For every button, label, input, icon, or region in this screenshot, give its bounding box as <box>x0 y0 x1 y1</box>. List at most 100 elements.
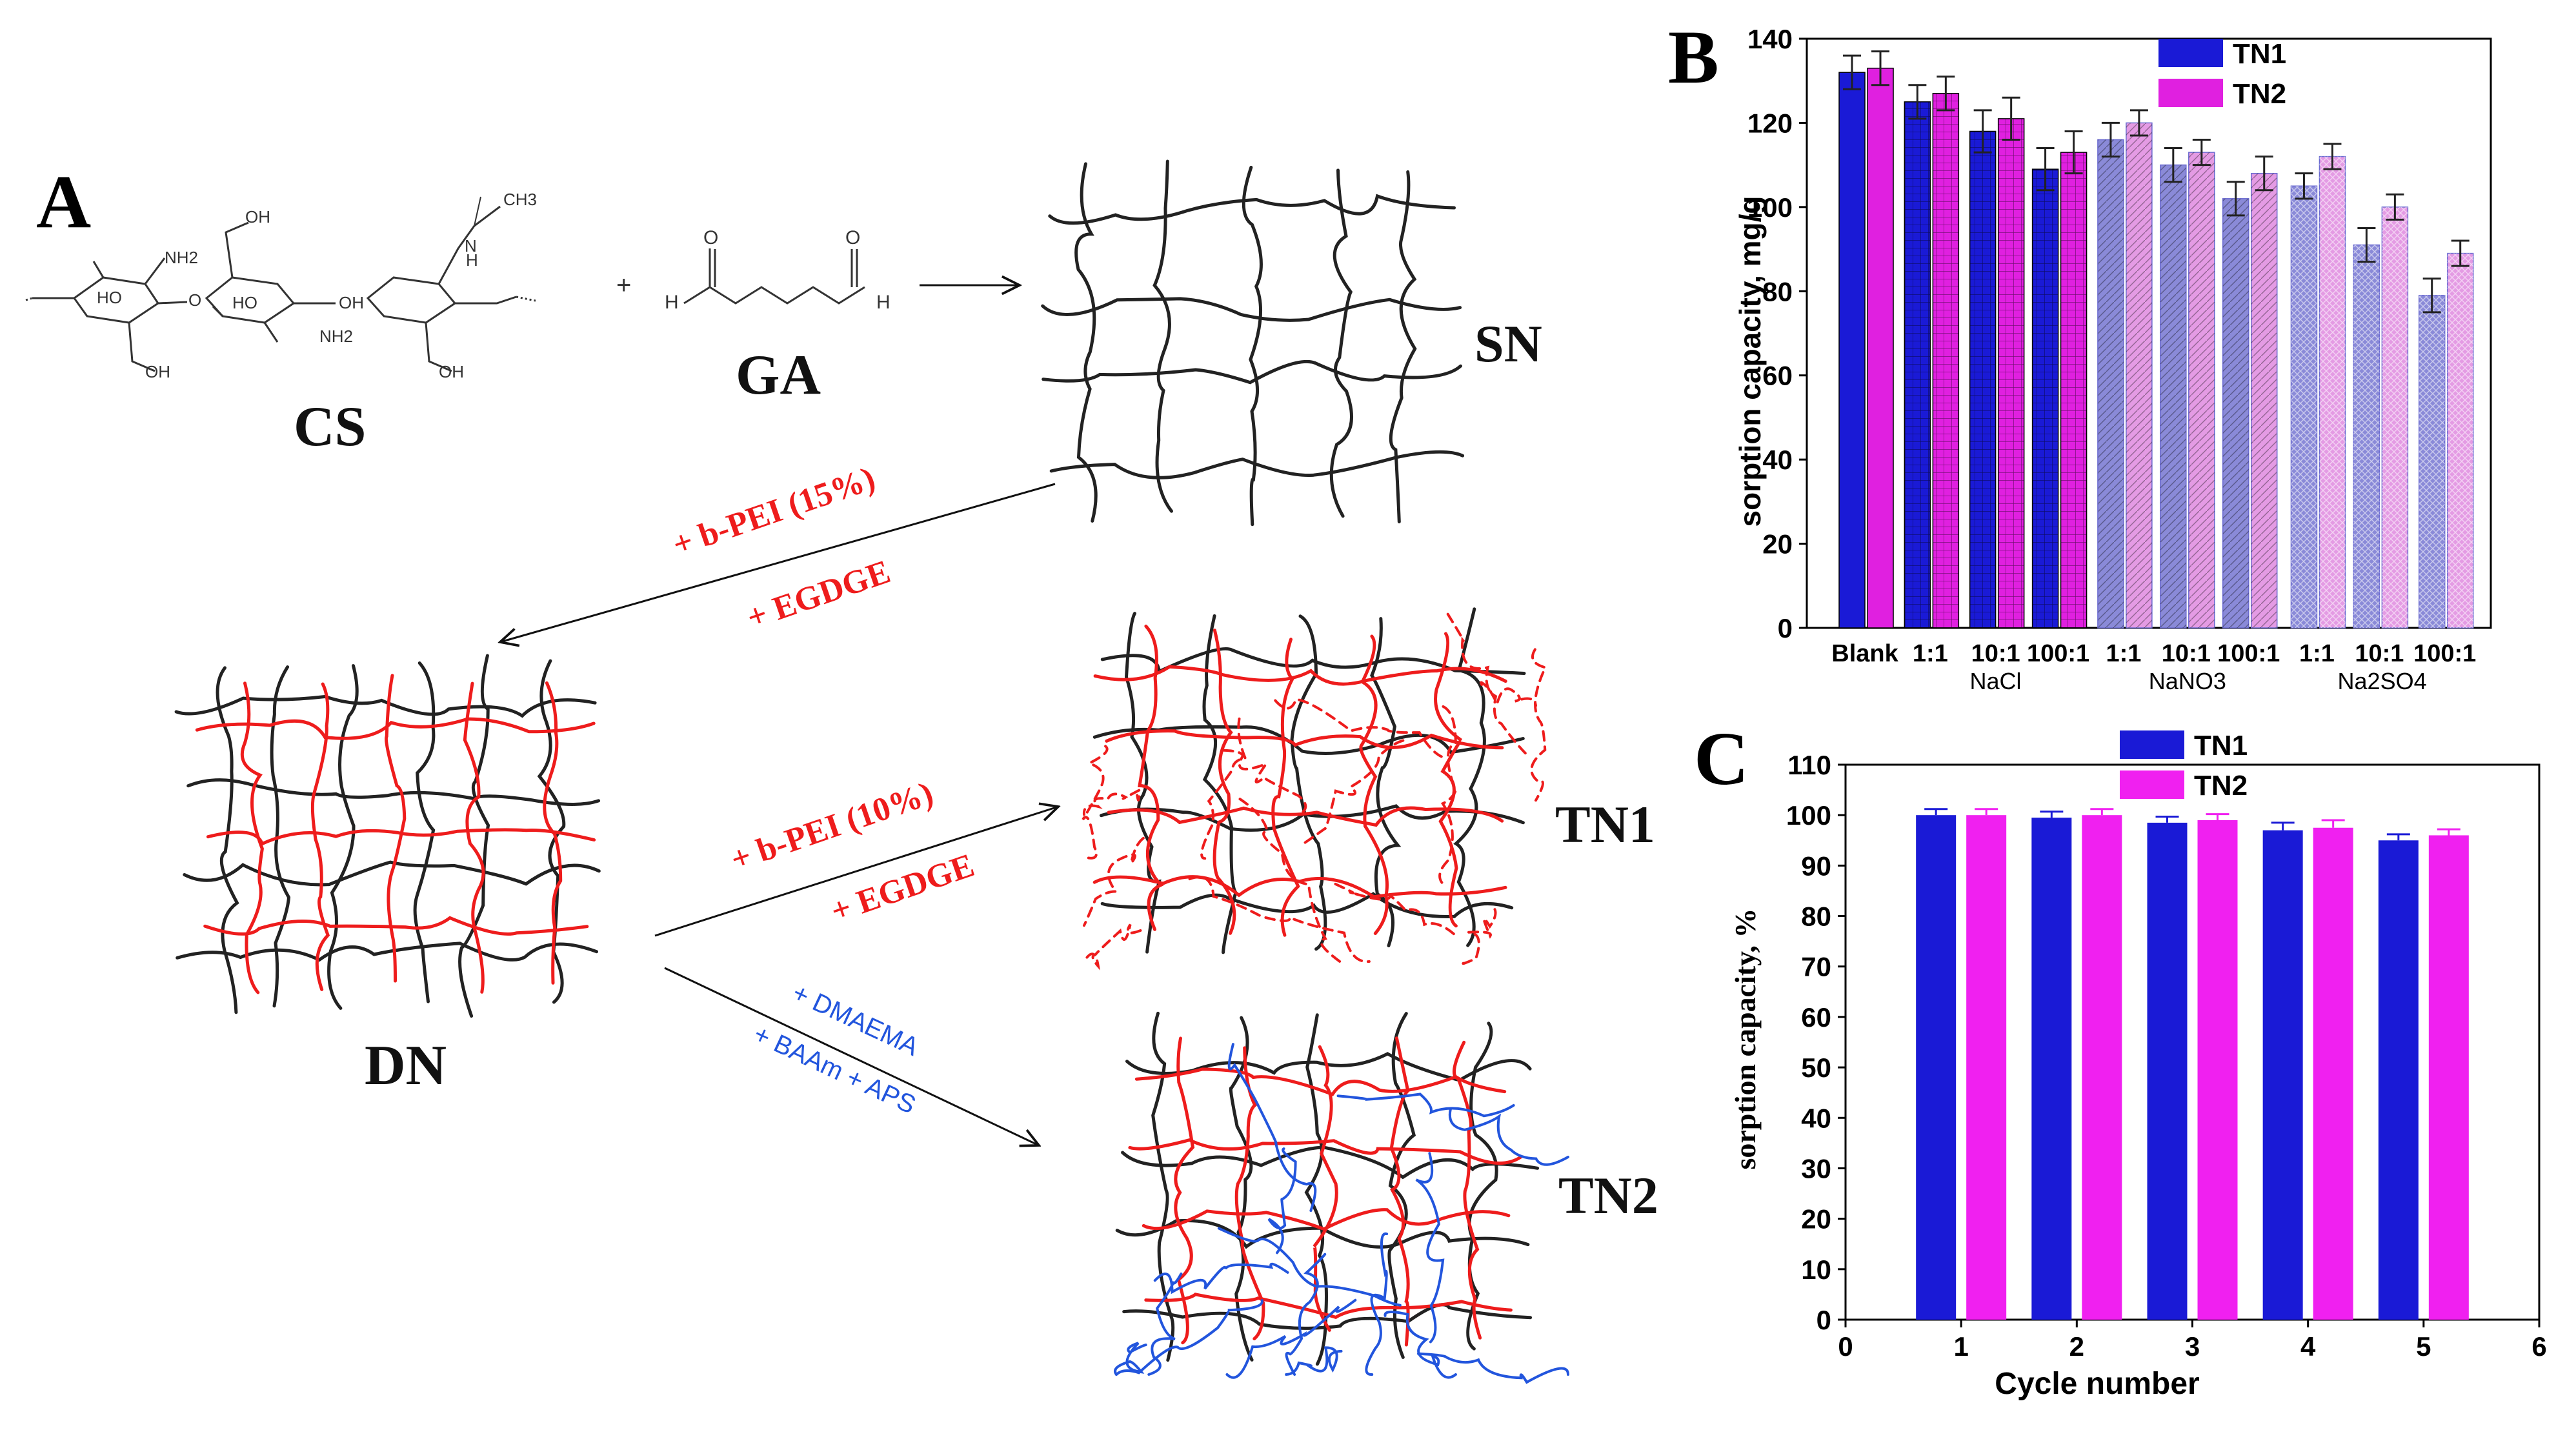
panel-b-xtick-label: 1:1 <box>1913 640 1948 667</box>
panel-c-ytick-label: 80 <box>1801 901 1831 932</box>
tn2-blue-strand <box>1365 1232 1389 1376</box>
sn-strand-v <box>1152 159 1173 513</box>
panel-b-group-label: NaNO3 <box>2149 668 2226 694</box>
dn-red-strand-v <box>463 681 485 994</box>
panel-b-errorbar <box>2064 130 2083 175</box>
dn-red-strand-v <box>310 682 330 991</box>
sn-strand-h <box>1041 359 1462 385</box>
panel-c-legend-swatch-tn1 <box>2120 730 2184 759</box>
chitosan-structure <box>25 196 536 372</box>
sn-strand-v <box>1242 165 1263 527</box>
panel-b-letter: B <box>1668 15 1719 99</box>
panel-b-errorbar <box>1871 50 1890 86</box>
sn-strand-v <box>1329 168 1353 518</box>
tn1-black-strand-v <box>1124 612 1162 954</box>
dn-black-strand-v <box>270 665 291 1008</box>
atom-ho-2: HO <box>232 293 257 312</box>
tn2-blue-strand <box>1147 1273 1183 1376</box>
panel-b-errorbar <box>1843 54 1862 90</box>
panel-c-ytick-label: 60 <box>1801 1002 1831 1032</box>
panel-c-bar-tn2 <box>2313 827 2353 1320</box>
tn2-blue-strand <box>1384 1311 1457 1379</box>
tn2-blue-strand <box>1285 1346 1343 1376</box>
panel-b-ylabel: sorption capacity, mg/g <box>1733 196 1767 527</box>
dn-network-drawing <box>174 654 601 1018</box>
ga-atom-h-left: H <box>665 292 679 313</box>
panel-b-errorbar <box>2192 139 2211 166</box>
tn1-dashed-strand <box>1200 717 1247 860</box>
panel-b-errorbar <box>2386 193 2404 221</box>
panel-b-legend-label-tn1: TN1 <box>2233 38 2286 70</box>
sn-strand-h <box>1049 450 1465 479</box>
atom-nh: N <box>465 236 477 256</box>
glutaraldehyde-structure <box>683 248 865 305</box>
panel-c-bar-tn2 <box>2428 835 2469 1320</box>
tn2-red-strand-h <box>1142 1208 1511 1231</box>
panel-c-errorbar <box>2206 813 2229 820</box>
tn1-red-strand-v <box>1213 629 1236 935</box>
atom-nh2-a: NH2 <box>165 248 198 267</box>
ga-atom-h-right: H <box>876 292 891 313</box>
panel-b-bar-hatch <box>2097 139 2124 628</box>
tn2-label: TN2 <box>1558 1166 1658 1225</box>
panel-c-chart: C sorption capacity, % Cycle number 0102… <box>1694 716 2547 1401</box>
tn1-dashed-strand <box>1083 923 1142 971</box>
panel-b-group-label: NaCl <box>1969 668 2021 694</box>
panel-c-errorbar <box>2155 816 2179 823</box>
tn2-red-strand-h <box>1144 1293 1513 1320</box>
panel-c-letter: C <box>1694 716 1749 801</box>
atom-ho-1: HO <box>97 288 122 307</box>
tn2-blue-strand <box>1267 1147 1297 1254</box>
panel-b-bar-hatch <box>2319 156 2346 629</box>
panel-c-ytick-label: 10 <box>1801 1254 1831 1285</box>
panel-c-ytick-label: 70 <box>1801 952 1831 982</box>
panel-c-errorbar <box>1975 808 1998 816</box>
atom-oh-1: OH <box>145 362 170 381</box>
tn1-dashed-strand <box>1082 745 1109 860</box>
tn2-black-strand-v <box>1151 1011 1175 1362</box>
dn-red-strand-h <box>203 916 589 936</box>
panel-c-ylabel: sorption capacity, % <box>1729 908 1762 1169</box>
sn-strand-v <box>1389 170 1417 523</box>
dn-label: DN <box>365 1034 447 1097</box>
panel-b-xtick-label: 10:1 <box>2162 640 2211 667</box>
panel-b-ytick-label: 20 <box>1762 529 1793 559</box>
tn2-blue-strand <box>1417 1352 1570 1384</box>
tn2-blue-strand <box>1114 1342 1147 1376</box>
panel-b-bar-tn1 <box>1838 72 1866 629</box>
atom-ch3: CH3 <box>503 190 537 209</box>
panel-c-legend-label-tn1: TN1 <box>2194 730 2248 761</box>
dn-black-strand-v <box>327 664 359 1010</box>
dn-red-strand-h <box>195 717 596 740</box>
ga-label: GA <box>736 344 821 407</box>
panel-b-ytick-label: 100 <box>1747 192 1793 223</box>
tn1-red-strand-h <box>1105 729 1504 750</box>
ga-atom-o-left: O <box>703 227 718 248</box>
panel-b-errorbar <box>2036 147 2055 192</box>
tn1-dashed-strand <box>1462 908 1497 965</box>
panel-c-xtick-label: 1 <box>1953 1331 1968 1362</box>
tn1-dashed-strand <box>1274 698 1443 758</box>
panel-c-bar-tn1 <box>2147 822 2188 1320</box>
panel-b-xtick-label: 100:1 <box>2413 640 2476 667</box>
panel-b-legend-swatch-tn2 <box>2158 79 2223 107</box>
tn2-blue-strand <box>1227 1043 1317 1212</box>
panel-b-errorbar <box>1973 109 1992 154</box>
reagent-egdge-2: + EGDGE <box>826 847 978 930</box>
panel-b-errorbar <box>2002 96 2020 141</box>
tn2-blue-strand <box>1225 1298 1357 1379</box>
atom-oh-2: OH <box>245 207 270 227</box>
panel-b-xtick-label: 10:1 <box>2355 640 2404 667</box>
tn1-red-strand-h <box>1107 806 1504 827</box>
tn1-black-strand-v <box>1453 607 1486 947</box>
panel-c-errorbar <box>2040 811 2064 818</box>
sn-strand-h <box>1048 194 1456 225</box>
panel-b-xtick-label: 10:1 <box>1971 640 2020 667</box>
panel-b-xtick-label: Blank <box>1831 640 1898 667</box>
atom-nh2-b: NH2 <box>319 327 353 346</box>
chitosan-atom-labels: NH2 HO OH OH HO NH2 O OH OH N H CH3 <box>97 190 537 381</box>
panel-b-bar-hatch <box>2291 186 2317 628</box>
